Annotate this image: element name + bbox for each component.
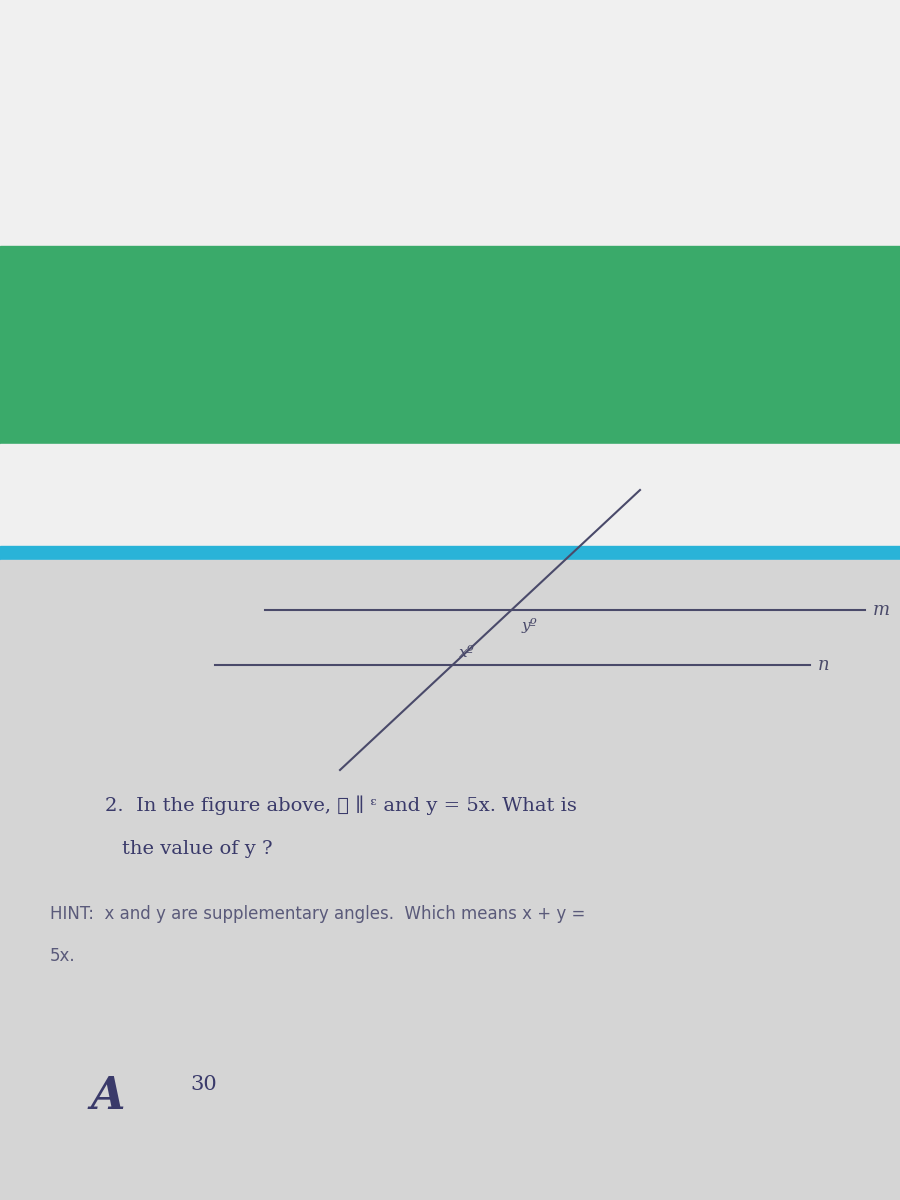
Bar: [0, 444, 900, 546]
Text: A: A: [90, 1075, 124, 1118]
Text: 30: 30: [190, 1075, 217, 1094]
Text: xº: xº: [458, 646, 474, 660]
Bar: [0, 246, 900, 444]
Text: n: n: [818, 656, 830, 674]
Text: 2.  In the figure above, ℳ ∥ ᵋ and y = 5x. What is: 2. In the figure above, ℳ ∥ ᵋ and y = 5x…: [105, 794, 577, 815]
Text: HINT:  x and y are supplementary angles.  Which means x + y =: HINT: x and y are supplementary angles. …: [50, 905, 585, 923]
Bar: [0, 0, 900, 246]
Text: m: m: [873, 601, 890, 619]
Text: the value of y ?: the value of y ?: [122, 840, 273, 858]
Bar: [0, 560, 900, 1200]
Text: 5x.: 5x.: [50, 947, 76, 965]
Text: yº: yº: [521, 618, 537, 634]
Bar: [0, 546, 900, 560]
